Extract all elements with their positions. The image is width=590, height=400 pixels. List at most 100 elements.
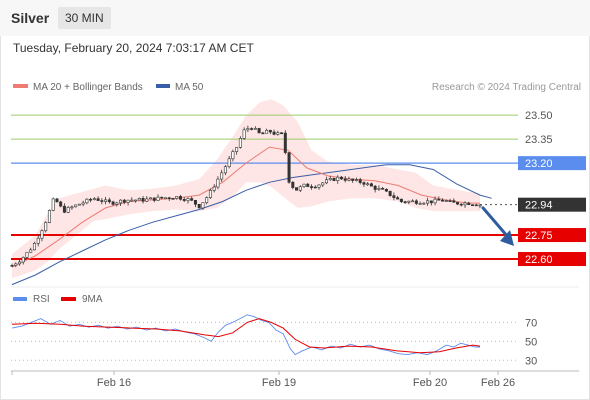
candle — [17, 259, 21, 266]
candle — [381, 186, 385, 190]
candle — [66, 205, 70, 214]
instrument-title: Silver — [11, 10, 50, 26]
ma20-legend-swatch — [13, 84, 28, 88]
candle — [354, 177, 358, 182]
candle — [403, 200, 407, 204]
candle — [100, 198, 104, 205]
candle — [414, 199, 418, 205]
candle — [321, 182, 325, 187]
candle — [32, 241, 36, 251]
x-tick-label: Feb 16 — [97, 377, 131, 389]
candle — [186, 197, 190, 204]
level-tag-bg — [518, 156, 586, 171]
candle — [220, 169, 224, 182]
candle — [343, 175, 347, 183]
candle — [366, 182, 370, 186]
candle — [115, 201, 119, 207]
candle — [156, 194, 160, 201]
level-tag-23-20: 23.20 — [518, 156, 586, 171]
candle — [448, 198, 452, 202]
candle — [164, 197, 168, 200]
candle — [265, 128, 269, 134]
candle — [295, 187, 299, 191]
candle — [407, 200, 411, 205]
candle — [51, 197, 55, 212]
candle — [291, 180, 295, 190]
candle — [160, 196, 164, 199]
candle — [302, 183, 306, 188]
candle — [310, 184, 314, 190]
candle — [399, 198, 403, 204]
candle — [89, 197, 93, 203]
candle — [29, 247, 33, 253]
candle — [134, 199, 138, 203]
candle — [384, 188, 388, 192]
ma20-line — [11, 146, 480, 268]
candle — [14, 262, 18, 268]
x-axis: Feb 16 Feb 19 Feb 20 Feb 26 — [11, 371, 515, 389]
candle — [433, 196, 437, 206]
candle — [104, 196, 108, 205]
rsi-ma-legend-swatch — [61, 297, 76, 301]
candle — [388, 190, 392, 197]
candle — [396, 195, 400, 200]
candle — [422, 202, 426, 205]
candles-layer — [10, 125, 482, 268]
level-tags-layer: 23.50 23.35 23.20 22.94 22.75 22.60 — [518, 110, 586, 267]
level-label: 22.75 — [525, 230, 553, 242]
candle — [478, 204, 482, 209]
candle — [317, 184, 321, 190]
candle — [205, 196, 209, 205]
candle — [178, 194, 182, 201]
candle — [190, 196, 194, 202]
rsi-line — [11, 314, 480, 356]
candle — [235, 147, 239, 155]
level-tag-bg — [518, 252, 586, 267]
candle — [429, 200, 433, 206]
candle — [369, 182, 373, 187]
candle — [471, 204, 475, 207]
candle — [280, 132, 284, 135]
candle — [298, 185, 302, 193]
forecast-arrow-shaft — [481, 206, 510, 239]
candle — [36, 235, 40, 247]
rsi-tick-label: 50 — [525, 336, 537, 348]
candle — [351, 178, 355, 183]
level-tag-bg — [518, 197, 586, 212]
candle — [246, 125, 250, 133]
candle — [306, 182, 310, 187]
candle — [167, 196, 171, 201]
candle — [171, 197, 175, 200]
level-tag-23-50: 23.50 — [525, 110, 553, 122]
level-tag-22-94: 22.94 — [518, 197, 586, 212]
candle — [411, 199, 415, 203]
candle — [463, 201, 467, 208]
candle — [377, 185, 381, 191]
candle — [21, 256, 25, 265]
candle — [193, 200, 197, 208]
x-tick-label: Feb 26 — [481, 377, 515, 389]
candle — [44, 221, 48, 233]
candle — [47, 209, 51, 224]
candle — [287, 152, 291, 184]
interval-badge[interactable]: 30 MIN — [58, 7, 111, 29]
rsi-tick-label: 70 — [525, 317, 537, 329]
candle — [149, 197, 153, 200]
level-label: 22.94 — [525, 200, 553, 212]
candle — [332, 177, 336, 182]
forecast-arrow-head — [500, 230, 514, 247]
rsi-tick-label: 30 — [525, 355, 537, 367]
candle — [197, 203, 201, 209]
ma50-line — [11, 164, 492, 286]
candle — [456, 201, 460, 206]
candle — [253, 126, 257, 130]
candle — [328, 175, 332, 182]
ma20-legend-label: MA 20 + Bollinger Bands — [33, 82, 143, 93]
price-levels-layer — [11, 114, 518, 261]
level-tag-bg — [518, 228, 586, 243]
candle — [362, 181, 366, 187]
candle — [223, 165, 227, 176]
candle — [358, 177, 362, 185]
candle — [145, 196, 149, 203]
